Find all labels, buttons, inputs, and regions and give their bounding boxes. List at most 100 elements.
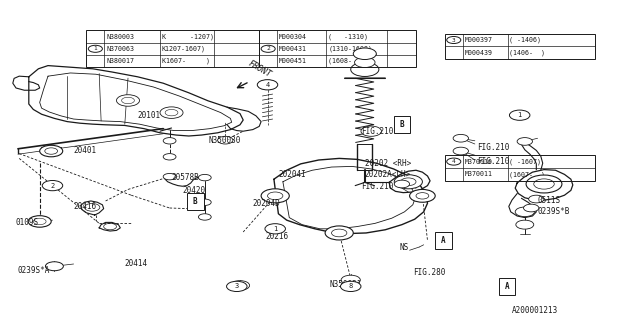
Circle shape <box>261 189 289 203</box>
Text: M370010: M370010 <box>465 159 493 164</box>
Circle shape <box>257 80 278 90</box>
Circle shape <box>453 147 468 155</box>
Text: A200001213: A200001213 <box>512 306 558 315</box>
Text: (1406-  ): (1406- ) <box>509 50 545 56</box>
Text: M000304: M000304 <box>279 34 307 40</box>
Circle shape <box>258 80 277 90</box>
Circle shape <box>116 95 140 106</box>
Text: 4: 4 <box>452 159 456 164</box>
Circle shape <box>509 110 530 120</box>
Circle shape <box>517 138 532 145</box>
Circle shape <box>45 262 63 271</box>
Circle shape <box>361 126 381 136</box>
Circle shape <box>163 154 176 160</box>
Circle shape <box>410 189 435 202</box>
Text: 3: 3 <box>235 284 239 289</box>
Circle shape <box>227 281 247 292</box>
Text: NS: NS <box>400 243 409 252</box>
Circle shape <box>230 281 250 290</box>
Circle shape <box>515 207 534 217</box>
Text: 1: 1 <box>273 226 277 232</box>
Text: A: A <box>504 282 509 291</box>
Text: 2: 2 <box>266 46 270 51</box>
Text: M000397: M000397 <box>465 37 493 43</box>
Text: FIG.210: FIG.210 <box>477 157 509 166</box>
Text: K1207-1607): K1207-1607) <box>162 45 206 52</box>
Text: M000439: M000439 <box>465 50 493 56</box>
Text: 20101: 20101 <box>138 111 161 120</box>
Circle shape <box>265 224 285 234</box>
Text: FIG.280: FIG.280 <box>413 268 445 277</box>
Text: 20420: 20420 <box>182 186 205 195</box>
Text: K      -1207): K -1207) <box>162 33 214 40</box>
Bar <box>86 30 259 67</box>
Text: N370063: N370063 <box>106 46 134 52</box>
Text: 0511S: 0511S <box>538 196 561 204</box>
Circle shape <box>198 214 211 220</box>
Text: 20204I: 20204I <box>278 170 306 179</box>
Text: B: B <box>399 120 404 129</box>
Circle shape <box>218 136 233 144</box>
Text: 20216: 20216 <box>266 232 289 241</box>
Text: 20401: 20401 <box>74 146 97 155</box>
Text: 20414: 20414 <box>125 260 148 268</box>
Circle shape <box>394 180 410 188</box>
Text: 1: 1 <box>93 46 97 51</box>
Text: (1310-1608): (1310-1608) <box>328 45 372 52</box>
Text: ( -1406): ( -1406) <box>509 37 541 43</box>
Text: A: A <box>441 236 446 245</box>
Bar <box>259 30 416 67</box>
Text: 3: 3 <box>452 37 456 43</box>
Text: N380003: N380003 <box>106 34 134 40</box>
Text: 20204D: 20204D <box>253 199 280 208</box>
Bar <box>435 232 452 249</box>
Text: (1608-    ): (1608- ) <box>328 58 372 64</box>
Text: (1607-  ): (1607- ) <box>509 171 545 178</box>
Circle shape <box>341 275 360 285</box>
Circle shape <box>163 138 176 144</box>
Bar <box>187 193 204 210</box>
Text: 8: 8 <box>349 284 353 289</box>
Circle shape <box>163 173 176 180</box>
Circle shape <box>351 62 379 76</box>
Circle shape <box>529 195 544 203</box>
Text: 20416: 20416 <box>74 202 97 211</box>
Circle shape <box>198 199 211 205</box>
Text: N350030: N350030 <box>209 136 241 145</box>
Circle shape <box>516 220 534 229</box>
Bar <box>499 278 515 295</box>
Text: 2: 2 <box>51 183 54 188</box>
Circle shape <box>447 36 461 44</box>
Text: 20578B: 20578B <box>172 173 199 182</box>
Circle shape <box>355 57 375 68</box>
Circle shape <box>40 145 63 157</box>
Text: B: B <box>193 197 198 206</box>
Text: M000451: M000451 <box>279 58 307 64</box>
Circle shape <box>526 175 562 193</box>
Text: N380017: N380017 <box>106 58 134 64</box>
Circle shape <box>447 158 461 165</box>
Text: FIG.210: FIG.210 <box>477 143 509 152</box>
Text: 0239S*B: 0239S*B <box>538 207 570 216</box>
Text: 20202A<LH>: 20202A<LH> <box>365 170 411 179</box>
Circle shape <box>524 204 539 212</box>
Circle shape <box>453 134 468 142</box>
Text: FIG.210: FIG.210 <box>362 182 394 191</box>
Circle shape <box>28 216 51 227</box>
Circle shape <box>88 45 102 52</box>
Bar <box>394 116 410 133</box>
Text: FRONT: FRONT <box>246 59 273 79</box>
Circle shape <box>394 175 422 189</box>
Text: N350031: N350031 <box>330 280 362 289</box>
Circle shape <box>42 180 63 191</box>
Text: M000431: M000431 <box>279 46 307 52</box>
Text: 4: 4 <box>266 82 269 88</box>
Text: 1: 1 <box>518 112 522 118</box>
Circle shape <box>325 226 353 240</box>
Circle shape <box>160 107 183 118</box>
Bar <box>445 155 595 181</box>
Circle shape <box>340 281 361 292</box>
Circle shape <box>198 174 211 181</box>
Text: K1607-     ): K1607- ) <box>162 58 210 64</box>
Bar <box>445 34 595 59</box>
